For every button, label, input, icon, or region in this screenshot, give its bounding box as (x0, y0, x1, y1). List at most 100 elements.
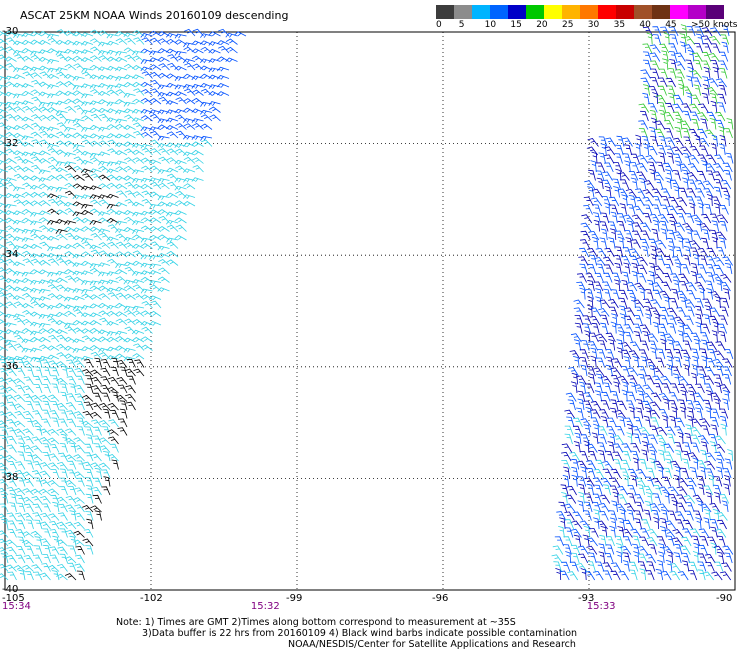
wind-barb (115, 31, 128, 37)
wind-barb (166, 157, 179, 164)
wind-barb (629, 248, 641, 258)
wind-barb (659, 306, 670, 317)
wind-barb (149, 310, 162, 317)
wind-barb (702, 571, 715, 581)
wind-barb (32, 571, 43, 581)
wind-barb (707, 348, 717, 360)
wind-barb (685, 424, 693, 436)
wind-barb (634, 510, 643, 521)
wind-barb (115, 353, 128, 360)
wind-barb (56, 233, 68, 241)
wind-barb (705, 468, 715, 479)
wind-barb (646, 443, 658, 453)
wind-barb (124, 266, 136, 275)
wind-barb (668, 51, 678, 62)
wind-barb (656, 434, 667, 445)
wind-barb (648, 238, 658, 249)
wind-barb (208, 106, 221, 113)
wind-barb (716, 512, 728, 521)
wind-barb (0, 76, 9, 81)
wind-barb (659, 314, 669, 326)
wind-barb (81, 93, 94, 99)
wind-barb (80, 41, 94, 46)
wind-barb (617, 236, 624, 249)
wind-barb (21, 338, 34, 344)
wind-barb (72, 270, 85, 276)
wind-barb (669, 59, 677, 71)
wind-barb (717, 102, 726, 113)
wind-barb (73, 360, 85, 368)
wind-barb (695, 383, 705, 394)
wind-barb (709, 519, 719, 530)
wind-barb (671, 406, 678, 419)
wind-barb (659, 290, 671, 300)
wind-barb (626, 432, 633, 445)
wind-barb (719, 204, 729, 215)
wind-barb (566, 485, 577, 496)
wind-barb (580, 418, 592, 428)
wind-barb (718, 126, 725, 139)
wind-barb (634, 143, 641, 156)
wind-barb (39, 139, 51, 147)
wind-barb (583, 424, 591, 436)
wind-barb (21, 83, 34, 88)
wind-barb (610, 211, 618, 224)
wind-barb (710, 424, 719, 436)
wind-barb (674, 449, 682, 462)
wind-barb (6, 444, 17, 453)
wind-barb (6, 555, 17, 564)
wind-barb (111, 459, 119, 470)
wind-barb (679, 406, 686, 419)
wind-barb (81, 203, 94, 209)
wind-barb (666, 535, 675, 547)
wind-barb (115, 56, 128, 62)
wind-barb (564, 425, 574, 436)
wind-barb (611, 289, 620, 300)
wind-barb (614, 153, 623, 164)
wind-barb (21, 166, 34, 173)
wind-barb (90, 29, 102, 37)
wind-barb (59, 553, 68, 564)
wind-barb (672, 537, 683, 547)
wind-barb (618, 289, 628, 300)
wind-barb (5, 105, 17, 113)
wind-barb (703, 517, 710, 530)
wind-barb (618, 570, 630, 581)
wind-barb (697, 112, 709, 122)
wind-barb (685, 502, 695, 513)
wind-barb (49, 554, 60, 564)
wind-barb (80, 185, 94, 191)
wind-barb (47, 93, 60, 99)
wind-barb (97, 151, 111, 157)
wind-barb (668, 43, 678, 54)
wind-barb (0, 479, 9, 487)
wind-barb (118, 418, 128, 428)
wind-barb (588, 373, 596, 385)
wind-barb (714, 381, 722, 394)
wind-barb (722, 256, 733, 266)
wind-barb (578, 483, 586, 496)
wind-barb (47, 101, 60, 107)
wind-barb (600, 212, 610, 224)
wind-barb (602, 484, 611, 496)
wind-barb (97, 50, 111, 55)
wind-barb (556, 511, 567, 521)
wind-barb (107, 402, 119, 411)
wind-barb (567, 399, 576, 411)
wind-barb (72, 235, 85, 241)
wind-barb (74, 554, 85, 564)
wind-barb (658, 136, 667, 147)
wind-barb (673, 137, 684, 147)
wind-barb (124, 190, 136, 198)
wind-barb (694, 134, 701, 147)
wind-barb (13, 186, 26, 192)
wind-barb (682, 153, 691, 164)
wind-barb (9, 502, 17, 513)
wind-barb (645, 553, 657, 564)
wind-barb (51, 417, 60, 428)
wind-barb (64, 73, 77, 79)
wind-barb (34, 425, 43, 436)
wind-barb (580, 222, 592, 232)
wind-barb (710, 542, 717, 555)
wind-barb (47, 437, 60, 445)
